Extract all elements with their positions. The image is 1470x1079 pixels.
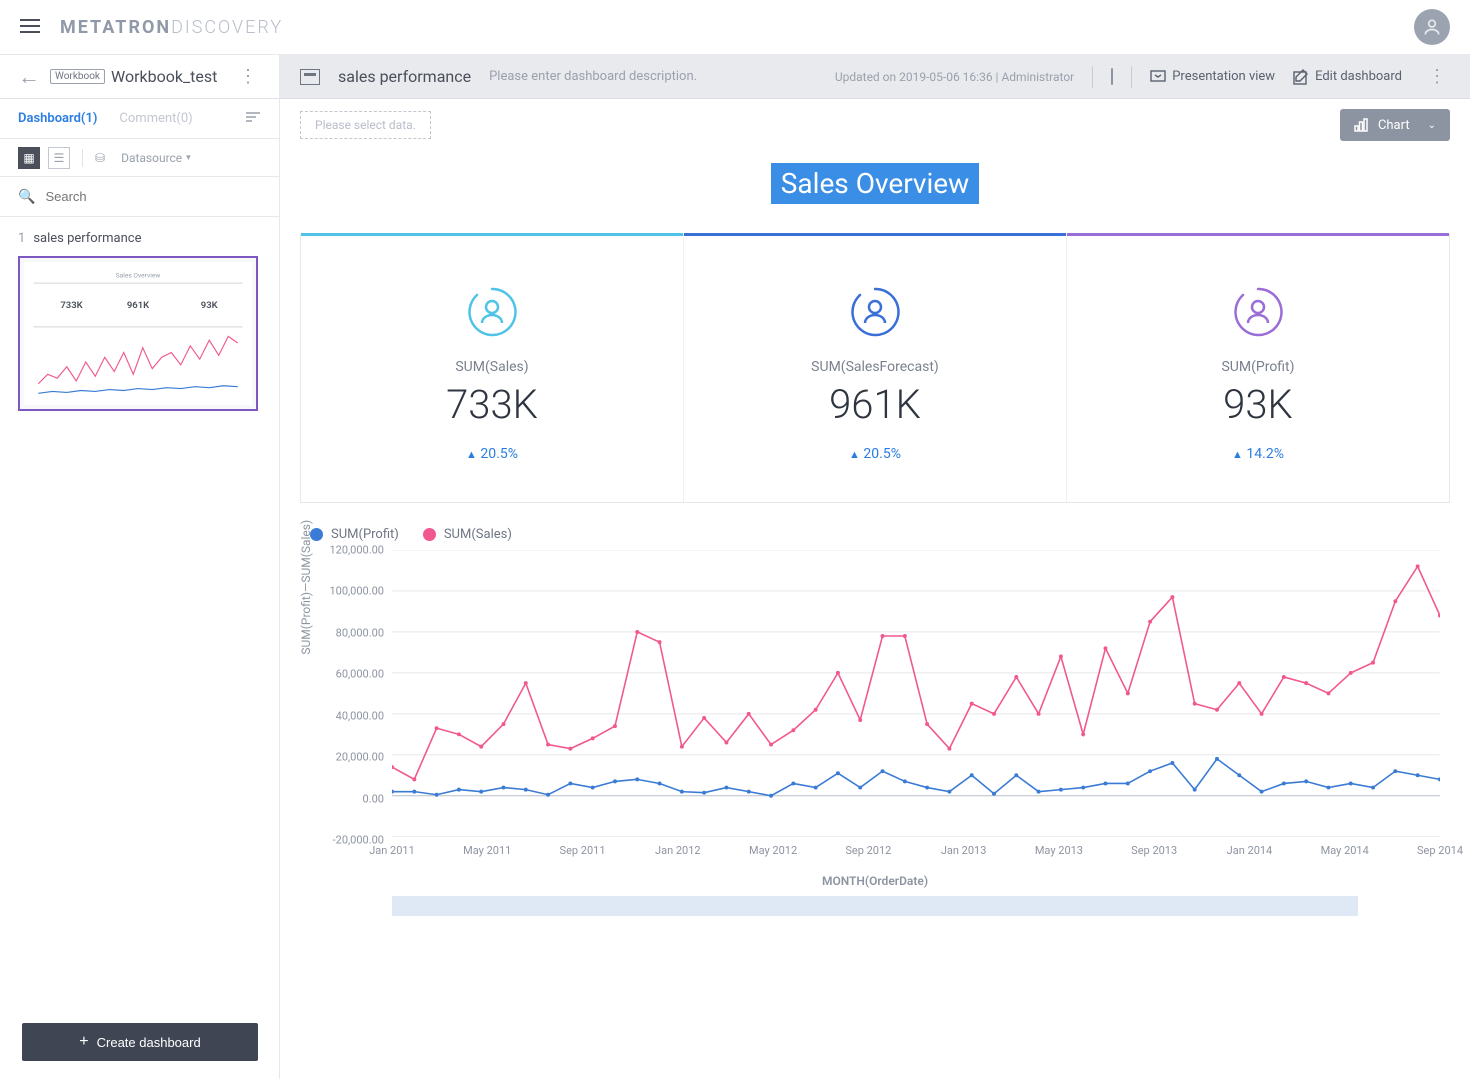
x-tick-label: Sep 2014: [1417, 844, 1463, 857]
kpi-card: SUM(Sales) 733K ▲ 20.5%: [301, 235, 683, 502]
workbook-badge: Workbook: [50, 69, 105, 84]
search-input[interactable]: [45, 189, 261, 204]
x-tick-label: Jan 2011: [369, 844, 415, 857]
kpi-user-icon: [1231, 285, 1285, 339]
kpi-value: 961K: [694, 381, 1056, 428]
kpi-user-icon: [848, 285, 902, 339]
svg-text:Sales Overview: Sales Overview: [116, 271, 161, 279]
kpi-value: 733K: [311, 381, 673, 428]
datasource-icon: ⛁: [95, 151, 105, 165]
app-logo: METATRONDISCOVERY: [60, 17, 283, 38]
kpi-label: SUM(SalesForecast): [694, 359, 1056, 375]
svg-text:733K: 733K: [60, 300, 83, 311]
x-tick-label: Sep 2011: [560, 844, 606, 857]
grid-view-button[interactable]: ▦: [18, 147, 40, 169]
svg-text:93K: 93K: [201, 300, 219, 311]
kpi-delta: ▲ 14.2%: [1077, 446, 1439, 462]
search-icon: 🔍: [18, 189, 35, 205]
legend-item[interactable]: SUM(Profit): [310, 527, 399, 542]
dashboard-description[interactable]: Please enter dashboard description.: [489, 69, 697, 84]
x-tick-label: Sep 2012: [845, 844, 891, 857]
select-data-button[interactable]: Please select data.: [300, 111, 431, 139]
kpi-user-icon: [465, 285, 519, 339]
y-tick-label: 120,000.00: [329, 544, 384, 557]
x-tick-label: Jan 2014: [1227, 844, 1273, 857]
dashboard-thumbnail[interactable]: Sales Overview 733K 961K 93K: [18, 256, 258, 411]
kpi-label: SUM(Sales): [311, 359, 673, 375]
kpi-delta: ▲ 20.5%: [694, 446, 1056, 462]
menu-icon[interactable]: [20, 19, 40, 35]
kpi-delta: ▲ 20.5%: [311, 446, 673, 462]
y-tick-label: 80,000.00: [336, 626, 384, 639]
chart-range-scrollbar[interactable]: [392, 896, 1358, 916]
x-tick-label: May 2014: [1321, 844, 1369, 857]
y-tick-label: 20,000.00: [336, 751, 384, 764]
x-tick-label: May 2012: [749, 844, 797, 857]
dashboard-list-item[interactable]: 1sales performance: [18, 231, 261, 246]
datasource-dropdown[interactable]: Datasource ▾: [121, 151, 191, 165]
dashboard-menu-icon[interactable]: ⋮: [1424, 66, 1450, 87]
x-tick-label: Jan 2012: [655, 844, 701, 857]
kpi-value: 93K: [1077, 381, 1439, 428]
create-dashboard-button[interactable]: +Create dashboard: [22, 1023, 258, 1061]
y-tick-label: 60,000.00: [336, 668, 384, 681]
edit-dashboard-button[interactable]: Edit dashboard: [1293, 69, 1402, 85]
dashboard-name: sales performance: [338, 67, 471, 86]
x-tick-label: May 2011: [463, 844, 511, 857]
y-tick-label: 0.00: [363, 792, 384, 805]
updated-text: Updated on 2019-05-06 16:36 | Administra…: [835, 70, 1074, 84]
x-tick-label: Sep 2013: [1131, 844, 1177, 857]
x-tick-label: Jan 2013: [941, 844, 987, 857]
svg-text:961K: 961K: [127, 300, 150, 311]
line-chart[interactable]: SUM(Profit)―SUM(Sales) -20,000.000.0020,…: [310, 550, 1450, 880]
kpi-card: SUM(Profit) 93K ▲ 14.2%: [1066, 235, 1449, 502]
legend-item[interactable]: SUM(Sales): [423, 527, 512, 542]
user-avatar[interactable]: [1414, 9, 1450, 45]
presentation-view-button[interactable]: Presentation view: [1150, 69, 1275, 84]
kpi-label: SUM(Profit): [1077, 359, 1439, 375]
dashboard-icon: [300, 69, 320, 85]
workbook-title: Workbook_test: [111, 67, 217, 86]
sort-icon[interactable]: [245, 110, 261, 128]
workbook-menu-icon[interactable]: ⋮: [235, 66, 261, 87]
overview-title: Sales Overview: [771, 163, 979, 204]
x-tick-label: May 2013: [1035, 844, 1083, 857]
tab-dashboard[interactable]: Dashboard(1): [18, 111, 97, 126]
tab-comment[interactable]: Comment(0): [119, 111, 192, 126]
kpi-card: SUM(SalesForecast) 961K ▲ 20.5%: [683, 235, 1066, 502]
chart-dropdown-button[interactable]: Chart ⌄: [1340, 109, 1450, 141]
list-view-button[interactable]: ☰: [48, 147, 70, 169]
copy-icon[interactable]: [1111, 69, 1113, 84]
y-tick-label: 100,000.00: [329, 585, 384, 598]
y-tick-label: 40,000.00: [336, 709, 384, 722]
back-arrow-icon[interactable]: ←: [18, 64, 40, 90]
